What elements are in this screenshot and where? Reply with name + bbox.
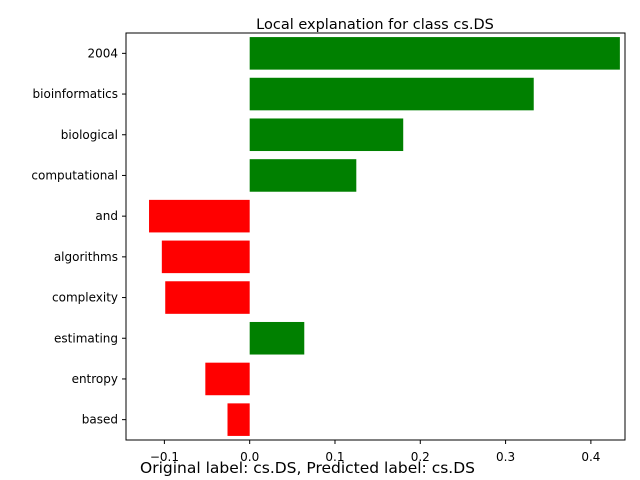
- x-tick-label: 0.2: [411, 450, 430, 464]
- y-tick-label: computational: [31, 168, 118, 182]
- bar-biological: [249, 118, 404, 152]
- bar-entropy: [205, 362, 250, 396]
- chart-title: Local explanation for class cs.DS: [256, 17, 494, 33]
- y-tick-label: algorithms: [54, 250, 118, 264]
- x-tick-label: 0.4: [581, 450, 600, 464]
- bar-based: [227, 403, 250, 436]
- x-axis: −0.1 0.0 0.1 0.2 0.3 0.4: [150, 440, 600, 464]
- y-tick-label: complexity: [52, 291, 118, 305]
- bar-estimating: [249, 321, 305, 355]
- x-tick-label: 0.0: [240, 450, 259, 464]
- x-tick-label: 0.1: [325, 450, 344, 464]
- bar-computational: [249, 159, 357, 192]
- bar-2004: [249, 37, 620, 70]
- x-tick-label: −0.1: [150, 450, 179, 464]
- bar-complexity: [165, 281, 250, 314]
- y-tick-label: based: [82, 413, 118, 427]
- bar-algorithms: [161, 240, 250, 274]
- y-tick-label: and: [95, 209, 118, 223]
- y-tick-label: 2004: [87, 46, 118, 60]
- bars-layer: [149, 37, 620, 436]
- y-tick-label: estimating: [54, 331, 118, 345]
- bar-and: [149, 199, 250, 233]
- y-axis: 2004 bioinformatics biological computationa…: [31, 46, 126, 427]
- x-tick-label: 0.3: [496, 450, 515, 464]
- y-tick-label: entropy: [72, 372, 118, 386]
- prediction-caption: Original label: cs.DS, Predicted label: …: [140, 459, 475, 477]
- y-tick-label: biological: [61, 128, 118, 142]
- bar-bioinformatics: [249, 77, 534, 111]
- y-tick-label: bioinformatics: [33, 87, 118, 101]
- plot-frame: [125, 32, 626, 441]
